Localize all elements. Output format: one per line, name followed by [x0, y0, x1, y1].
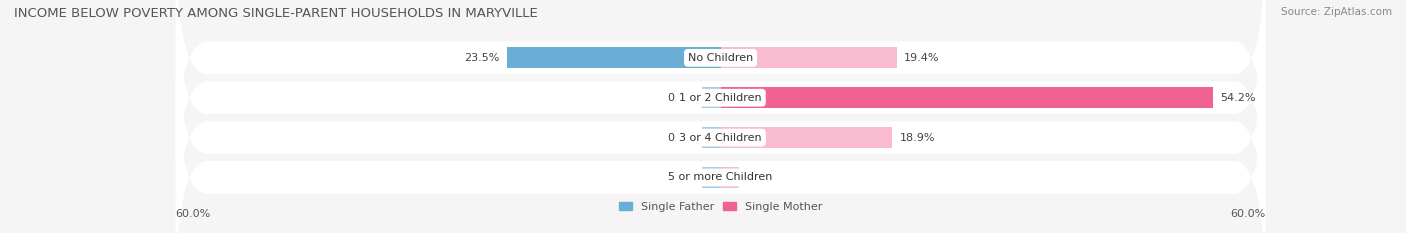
Bar — [721, 87, 1213, 108]
Bar — [703, 167, 721, 188]
Legend: Single Father, Single Mother: Single Father, Single Mother — [614, 197, 827, 216]
Text: Source: ZipAtlas.com: Source: ZipAtlas.com — [1281, 7, 1392, 17]
FancyBboxPatch shape — [176, 0, 1265, 181]
Bar — [703, 127, 721, 148]
Bar — [703, 87, 721, 108]
Text: 60.0%: 60.0% — [1230, 209, 1265, 219]
Text: 5 or more Children: 5 or more Children — [668, 172, 773, 182]
Text: 0.0%: 0.0% — [666, 93, 695, 103]
Text: 3 or 4 Children: 3 or 4 Children — [679, 133, 762, 143]
FancyBboxPatch shape — [176, 54, 1265, 233]
Text: 19.4%: 19.4% — [904, 53, 939, 63]
Text: 18.9%: 18.9% — [900, 133, 935, 143]
Text: 54.2%: 54.2% — [1220, 93, 1256, 103]
FancyBboxPatch shape — [176, 14, 1265, 233]
Text: 0.0%: 0.0% — [666, 172, 695, 182]
Text: 23.5%: 23.5% — [464, 53, 501, 63]
Bar — [721, 127, 893, 148]
Bar — [721, 167, 738, 188]
Text: 1 or 2 Children: 1 or 2 Children — [679, 93, 762, 103]
Text: INCOME BELOW POVERTY AMONG SINGLE-PARENT HOUSEHOLDS IN MARYVILLE: INCOME BELOW POVERTY AMONG SINGLE-PARENT… — [14, 7, 538, 20]
Text: 60.0%: 60.0% — [176, 209, 211, 219]
Text: 0.0%: 0.0% — [747, 172, 775, 182]
Text: 0.0%: 0.0% — [666, 133, 695, 143]
FancyBboxPatch shape — [176, 0, 1265, 221]
Bar — [721, 48, 897, 68]
Bar — [508, 48, 721, 68]
Text: No Children: No Children — [688, 53, 754, 63]
